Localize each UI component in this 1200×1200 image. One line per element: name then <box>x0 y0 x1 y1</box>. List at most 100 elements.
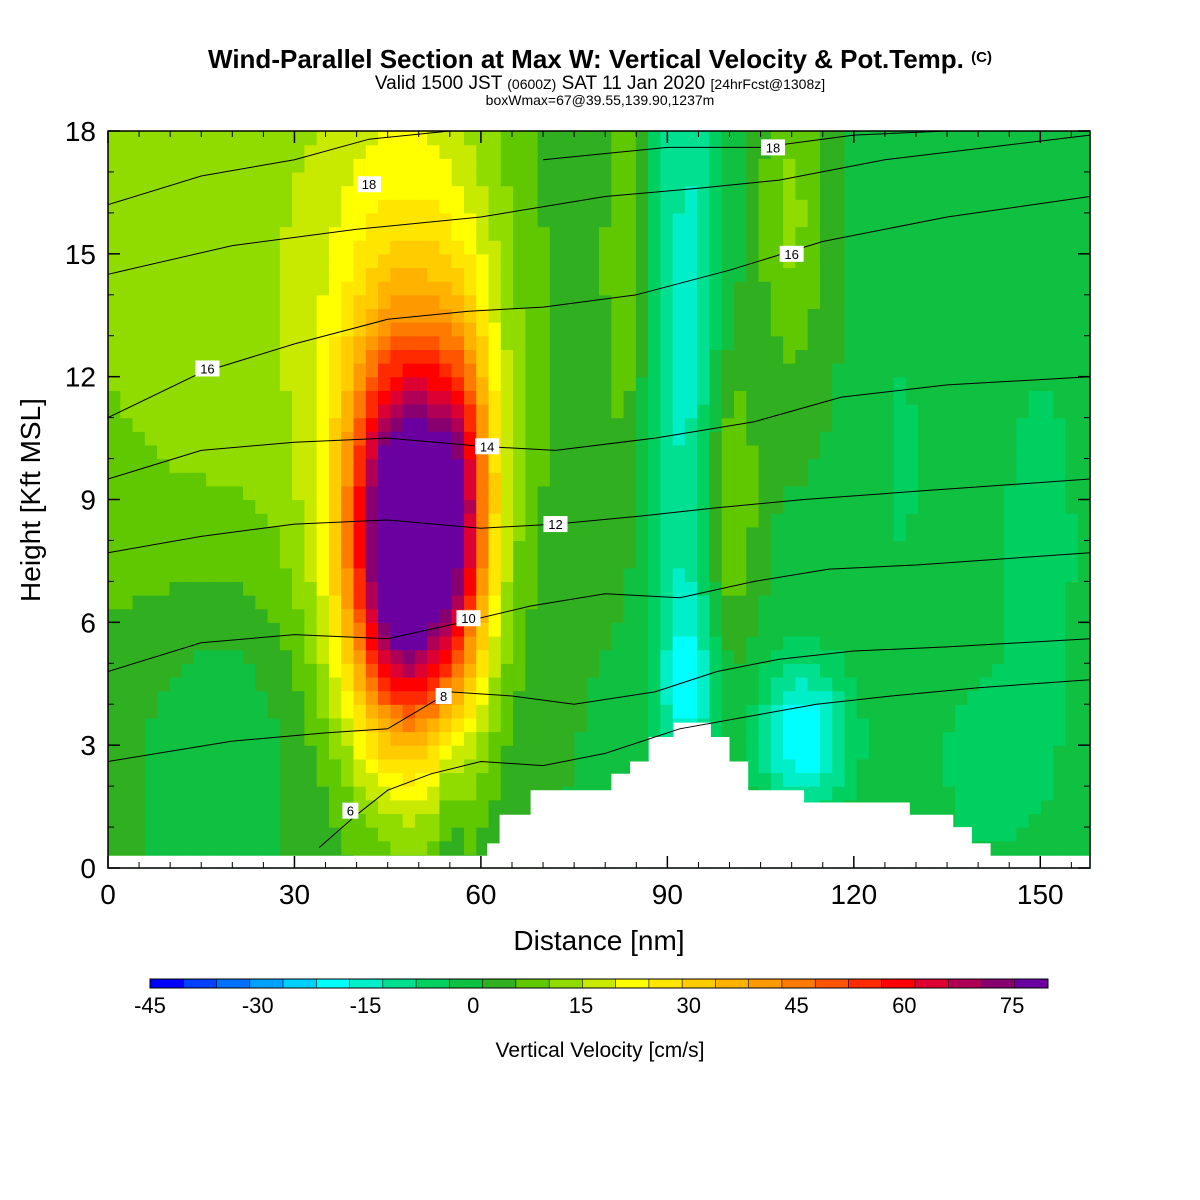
velocity-cell <box>316 840 330 855</box>
velocity-cell <box>562 431 576 446</box>
velocity-cell <box>463 540 477 555</box>
velocity-cell <box>255 690 269 705</box>
velocity-cell <box>169 253 183 269</box>
velocity-cell <box>402 240 416 255</box>
velocity-cell <box>1028 799 1042 815</box>
velocity-cell <box>1004 840 1017 855</box>
velocity-cell <box>819 403 833 419</box>
velocity-cell <box>513 786 526 801</box>
velocity-cell <box>427 417 441 432</box>
velocity-cell <box>292 581 305 596</box>
velocity-cell <box>1053 745 1067 760</box>
velocity-cell <box>292 485 305 501</box>
velocity-cell <box>402 158 416 173</box>
velocity-cell <box>439 472 453 487</box>
velocity-cell <box>967 390 981 405</box>
velocity-cell <box>623 513 637 528</box>
velocity-cell <box>807 458 821 473</box>
velocity-cell <box>378 212 391 228</box>
velocity-cell <box>304 253 318 269</box>
velocity-cell <box>230 799 244 815</box>
velocity-cell <box>414 171 428 187</box>
velocity-cell <box>1016 526 1030 542</box>
chart-title: Wind-Parallel Section at Max W: Vertical… <box>0 44 1200 75</box>
velocity-cell <box>316 676 330 692</box>
velocity-cell <box>684 212 698 228</box>
velocity-cell <box>942 335 956 350</box>
velocity-cell <box>844 649 858 664</box>
velocity-cell <box>770 390 784 405</box>
velocity-cell <box>1040 322 1054 337</box>
velocity-cell <box>758 499 772 514</box>
velocity-cell <box>795 690 809 705</box>
velocity-cell <box>181 731 195 746</box>
velocity-cell <box>353 403 367 419</box>
velocity-cell <box>365 772 379 787</box>
velocity-cell <box>734 526 747 542</box>
velocity-cell <box>1028 335 1042 350</box>
velocity-cell <box>1053 212 1067 228</box>
velocity-cell <box>537 581 551 596</box>
velocity-cell <box>918 526 932 542</box>
velocity-cell <box>525 581 539 596</box>
velocity-cell <box>390 799 404 815</box>
velocity-cell <box>451 335 465 350</box>
velocity-cell <box>1053 704 1067 719</box>
velocity-cell <box>844 363 858 378</box>
velocity-cell <box>795 758 809 774</box>
velocity-cell <box>918 322 932 337</box>
velocity-cell <box>648 499 661 514</box>
velocity-cell <box>746 144 760 159</box>
velocity-cell <box>697 131 711 146</box>
velocity-cell <box>169 622 183 637</box>
velocity-cell <box>562 267 576 282</box>
velocity-cell <box>905 554 919 569</box>
velocity-cell <box>672 663 686 678</box>
velocity-cell <box>427 540 441 555</box>
velocity-cell <box>243 799 256 815</box>
velocity-cell <box>758 485 772 501</box>
velocity-cell <box>856 403 870 419</box>
velocity-cell <box>304 813 318 828</box>
velocity-cell <box>881 472 895 487</box>
velocity-cell <box>144 158 158 173</box>
velocity-cell <box>488 581 502 596</box>
velocity-cell <box>451 199 465 214</box>
velocity-cell <box>734 608 747 623</box>
colorbar-swatch <box>981 979 1016 988</box>
velocity-cell <box>341 758 355 774</box>
velocity-cell <box>476 513 490 528</box>
velocity-cell <box>279 376 293 391</box>
velocity-cell <box>304 431 318 446</box>
velocity-cell <box>279 649 293 664</box>
velocity-cell <box>991 335 1005 350</box>
velocity-cell <box>169 335 183 350</box>
velocity-cell <box>108 131 121 146</box>
velocity-cell <box>623 608 637 623</box>
velocity-cell <box>500 758 514 774</box>
velocity-cell <box>292 649 305 664</box>
velocity-cell <box>832 444 846 460</box>
velocity-cell <box>586 581 600 596</box>
velocity-cell <box>255 444 269 460</box>
velocity-cell <box>746 690 760 705</box>
velocity-cell <box>120 690 134 705</box>
theta-contour-line <box>107 134 1091 275</box>
velocity-cell <box>1016 472 1030 487</box>
velocity-cell <box>267 403 281 419</box>
velocity-cell <box>623 485 637 501</box>
velocity-cell <box>513 499 526 514</box>
velocity-cell <box>746 226 760 241</box>
velocity-cell <box>783 704 797 719</box>
velocity-cell <box>930 635 944 651</box>
velocity-cell <box>844 158 858 173</box>
velocity-cell <box>979 281 993 296</box>
velocity-cell <box>243 403 256 419</box>
velocity-cell <box>979 635 993 651</box>
velocity-cell <box>108 745 121 760</box>
velocity-cell <box>954 281 968 296</box>
velocity-cell <box>635 540 649 555</box>
velocity-cell <box>1040 799 1054 815</box>
velocity-cell <box>918 417 932 432</box>
velocity-cell <box>991 690 1005 705</box>
